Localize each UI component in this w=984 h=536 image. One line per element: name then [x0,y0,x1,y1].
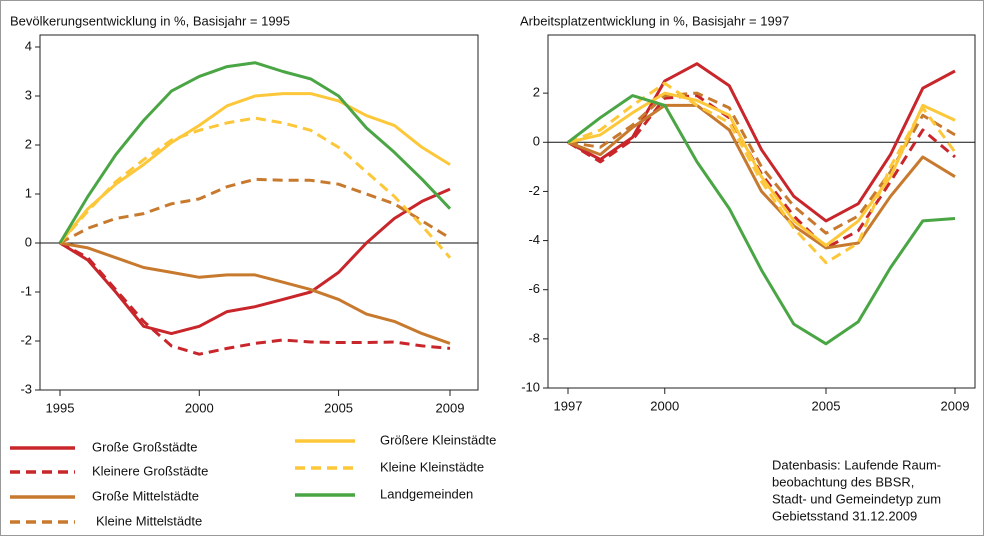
x-tick-label: 1997 [554,398,583,413]
series-line [567,91,956,247]
y-tick-label: -1 [20,283,32,298]
series-line [59,241,451,356]
legend-label: Kleine Mittelstädte [96,513,202,528]
x-tick-label: 2000 [650,398,679,413]
y-tick-label: 0 [25,234,32,249]
series-line [59,177,451,245]
source-note: Gebietsstand 31.12.2009 [772,508,917,523]
legend-label: Größere Kleinstädte [380,432,496,447]
x-tick-label: 2009 [436,400,465,415]
source-note: Stadt- und Gemeindetyp zum [772,491,941,506]
y-tick-label: 4 [25,38,32,53]
legend-label: Kleine Kleinstädte [380,459,484,474]
x-tick-label: 2000 [185,400,214,415]
source-note: Datenbasis: Laufende Raum- [772,457,941,472]
y-tick-label: -8 [528,330,540,345]
legend-label: Große Großstädte [92,439,197,454]
y-tick-label: -6 [528,281,540,296]
y-tick-label: 2 [533,85,540,100]
series-line [59,187,451,336]
y-tick-label: -4 [528,232,540,247]
series-line [59,241,451,345]
legend-label: Große Mittelstädte [92,488,199,503]
series-line [58,61,452,244]
series-line [567,81,957,265]
y-tick-label: 3 [25,87,32,102]
x-tick-label: 1995 [46,400,75,415]
source-note: beobachtung des BBSR, [772,474,914,489]
y-tick-label: 2 [25,136,32,151]
series-line [567,103,956,250]
y-tick-label: 1 [25,185,32,200]
y-tick-label: -2 [20,332,32,347]
chart-title: Arbeitsplatzentwicklung in %, Basisjahr … [520,13,789,28]
series-line [567,94,956,346]
plot-frame [39,34,479,391]
series-line [567,62,956,223]
y-tick-label: 0 [533,134,540,149]
y-tick-label: -2 [528,183,540,198]
plot-frame [547,34,976,389]
y-tick-label: -10 [521,379,540,394]
legend-label: Landgemeinden [380,486,473,501]
series-line [58,116,452,259]
x-tick-label: 2005 [324,400,353,415]
y-tick-label: -3 [20,381,32,396]
series-line [567,91,956,235]
chart-title: Bevölkerungsentwicklung in %, Basisjahr … [10,13,290,28]
legend-label: Kleinere Großstädte [92,463,208,478]
x-tick-label: 2009 [941,398,970,413]
x-tick-label: 2005 [812,398,841,413]
series-line [58,92,451,244]
